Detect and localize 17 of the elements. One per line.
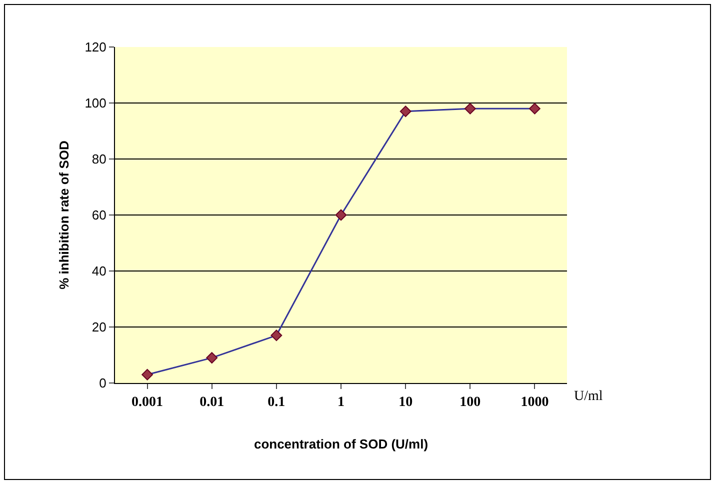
y-tick-label: 40 <box>92 264 106 279</box>
y-tick-label: 60 <box>92 208 106 223</box>
x-tick-label: 10 <box>398 394 413 410</box>
y-tick-label: 0 <box>99 376 106 391</box>
y-tick-label: 20 <box>92 320 106 335</box>
x-tick-label: 0.1 <box>268 394 286 410</box>
y-tick-label: 100 <box>84 96 106 111</box>
x-axis-title: concentration of SOD (U/ml) <box>254 436 428 452</box>
x-tick-label: 1000 <box>520 394 549 410</box>
x-tick-label: 0.01 <box>200 394 224 410</box>
text: U/ml <box>574 389 603 404</box>
x-tick-label: 100 <box>460 394 481 410</box>
y-axis-title: % inhibition rate of SOD <box>56 140 72 290</box>
x-tick-label: 1 <box>338 394 344 410</box>
y-tick-label: 80 <box>92 152 106 167</box>
x-tick-label: 0.001 <box>132 394 164 410</box>
y-tick-label: 120 <box>84 40 106 55</box>
